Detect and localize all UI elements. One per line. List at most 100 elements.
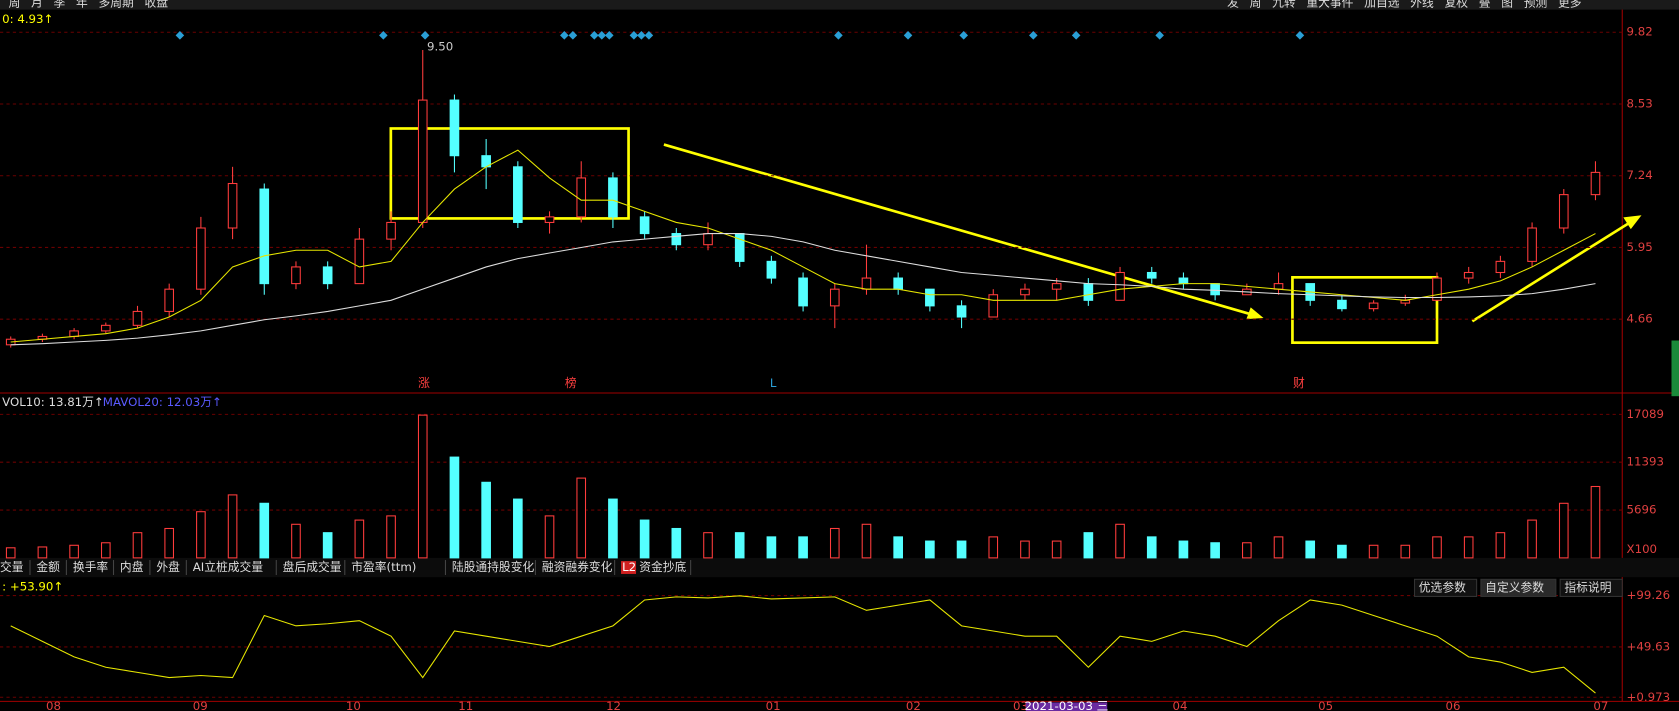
toolbar-button[interactable]: 更多	[1558, 0, 1582, 10]
toolbar-button[interactable]: 加自选	[1364, 0, 1400, 10]
x-tick-label: 03	[1013, 699, 1028, 711]
panel-button[interactable]: 优选参数	[1419, 580, 1466, 594]
candle-body	[196, 227, 206, 290]
event-tag[interactable]: L	[770, 376, 777, 390]
toolbar-button[interactable]: 季	[54, 0, 66, 10]
toolbar-button[interactable]: 周	[9, 0, 21, 10]
tab[interactable]: 外盘	[156, 560, 180, 574]
toolbar	[0, 0, 1679, 10]
event-marker[interactable]	[644, 31, 654, 40]
y-tick-label: 5696	[1627, 503, 1657, 517]
toolbar-button[interactable]: 发	[1227, 0, 1239, 10]
volume-bar	[925, 540, 935, 559]
event-marker[interactable]	[1295, 31, 1305, 40]
panel-button[interactable]: 自定义参数	[1485, 580, 1544, 594]
volume-bar	[1115, 523, 1125, 559]
tab[interactable]: 融资融券变化	[542, 560, 613, 574]
button-bg	[1413, 578, 1478, 597]
toolbar-button[interactable]: 九转	[1272, 0, 1296, 10]
toolbar-button[interactable]: 叠	[1479, 0, 1491, 10]
volume-bar	[1337, 544, 1347, 559]
y-tick-label: 11393	[1627, 455, 1664, 469]
volume-bar	[291, 523, 301, 559]
volume-bar	[1590, 485, 1601, 559]
x-tick-label: 02	[906, 699, 921, 711]
tab[interactable]: 内盘	[120, 560, 144, 574]
volume-bar	[576, 477, 587, 559]
candle-body	[893, 277, 903, 290]
toolbar-button[interactable]: 复权	[1444, 0, 1468, 10]
candle-body	[1558, 194, 1569, 229]
x-tick-label: 11	[458, 699, 473, 711]
tab[interactable]: AI立桩成交量	[193, 560, 264, 574]
tab[interactable]: 市盈率(ttm)	[351, 560, 416, 574]
x-tick-label: 01	[766, 699, 781, 711]
candle-body	[766, 260, 777, 279]
volume-bar	[893, 536, 903, 559]
candle-body	[513, 166, 523, 223]
candle-body	[1273, 283, 1284, 290]
volume-legend: MAVOL20: 12.03万↑	[103, 395, 222, 409]
volume-bar	[449, 456, 460, 559]
volume-bar	[1495, 532, 1506, 559]
tab[interactable]: 资金抄底	[639, 560, 686, 574]
tab[interactable]: 金额	[36, 560, 60, 574]
event-marker[interactable]	[903, 31, 913, 40]
volume-bar	[1400, 544, 1411, 559]
highlight-box	[1291, 275, 1439, 344]
tab[interactable]: 交量	[0, 560, 24, 574]
event-marker[interactable]	[379, 31, 388, 40]
event-marker[interactable]	[629, 31, 639, 40]
candle-body	[1210, 283, 1220, 296]
event-marker[interactable]	[959, 31, 968, 40]
volume-bar	[5, 547, 16, 559]
toolbar-button[interactable]: 周	[1250, 0, 1262, 10]
unit-label: X100	[1627, 542, 1658, 556]
x-tick-label: 09	[193, 699, 208, 711]
x-tick-label: 10	[346, 699, 361, 711]
volume-bar	[354, 519, 365, 559]
event-marker[interactable]	[1029, 31, 1038, 40]
panel-button[interactable]: 指标说明	[1564, 580, 1611, 594]
event-marker[interactable]	[420, 31, 430, 40]
toolbar-button[interactable]: 收盘	[145, 0, 169, 10]
y-tick-label: +0.973	[1627, 690, 1671, 704]
event-tag[interactable]: 榜	[565, 376, 577, 390]
event-marker[interactable]	[637, 31, 646, 40]
tab[interactable]: 盘后成交量	[283, 560, 342, 574]
tab[interactable]: 陆股通持股变化	[452, 560, 535, 574]
candle-body	[1590, 171, 1601, 196]
volume-bar	[417, 414, 428, 559]
scroll-handle[interactable]	[1671, 340, 1679, 397]
toolbar-button[interactable]: 多周期	[99, 0, 134, 10]
badge	[621, 561, 637, 574]
candle-body	[671, 233, 682, 246]
volume-bar	[481, 481, 491, 559]
candle-body	[576, 177, 587, 218]
date-highlight-label: 2021-03-03 三	[1025, 699, 1109, 711]
candle-body	[322, 266, 333, 285]
toolbar-button[interactable]: 月	[31, 0, 43, 10]
volume-bar	[988, 536, 999, 559]
candle-body	[1178, 277, 1189, 285]
toolbar-button[interactable]: 外线	[1410, 0, 1434, 10]
candle-body	[956, 305, 967, 318]
x-tick-label: 05	[1318, 699, 1333, 711]
arrow-head	[1623, 215, 1642, 230]
toolbar-button[interactable]: 预测	[1524, 0, 1548, 10]
volume-bar	[1210, 542, 1220, 559]
event-marker[interactable]	[175, 31, 185, 40]
candle-body	[1432, 277, 1442, 301]
toolbar-button[interactable]: 重大事件	[1306, 0, 1353, 10]
event-tag[interactable]: 涨	[418, 376, 430, 390]
tab[interactable]: 换手率	[73, 560, 109, 574]
candle-body	[1337, 299, 1347, 310]
toolbar-button[interactable]: 图	[1501, 0, 1513, 10]
candle-body	[1115, 271, 1125, 301]
event-tag[interactable]: 财	[1293, 376, 1305, 390]
event-marker[interactable]	[1155, 31, 1164, 40]
candle-body	[1020, 288, 1030, 296]
button-bg	[1559, 578, 1623, 597]
toolbar-button[interactable]: 年	[76, 0, 88, 10]
